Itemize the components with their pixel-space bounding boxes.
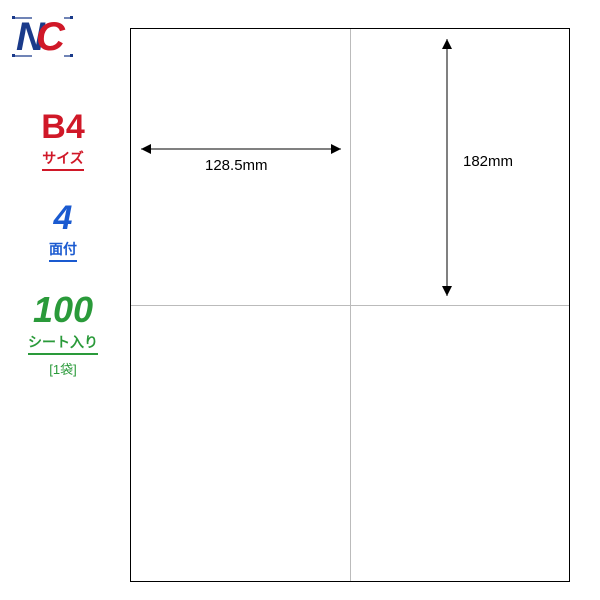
width-dimension-label: 128.5mm xyxy=(203,157,270,174)
spec-faces-label: 面付 xyxy=(49,239,77,262)
spec-sheets-value: 100 xyxy=(18,292,108,328)
brand-logo: N C xyxy=(12,12,74,67)
svg-text:C: C xyxy=(36,15,66,59)
height-dimension-label: 182mm xyxy=(461,153,515,170)
spec-faces-value: 4 xyxy=(18,201,108,235)
spec-faces: 4 面付 xyxy=(18,201,108,262)
dimension-arrows xyxy=(131,29,571,583)
spec-size-value: B4 xyxy=(18,110,108,144)
spec-size-label: サイズ xyxy=(42,148,84,171)
spec-sheets: 100 シート入り [1袋] xyxy=(18,292,108,378)
label-sheet-diagram: 128.5mm 182mm xyxy=(130,28,570,582)
spec-sheets-extra: [1袋] xyxy=(18,359,108,378)
spec-sheets-label: シート入り xyxy=(28,332,98,355)
spec-sidebar: B4 サイズ 4 面付 100 シート入り [1袋] xyxy=(18,110,108,378)
spec-size: B4 サイズ xyxy=(18,110,108,171)
